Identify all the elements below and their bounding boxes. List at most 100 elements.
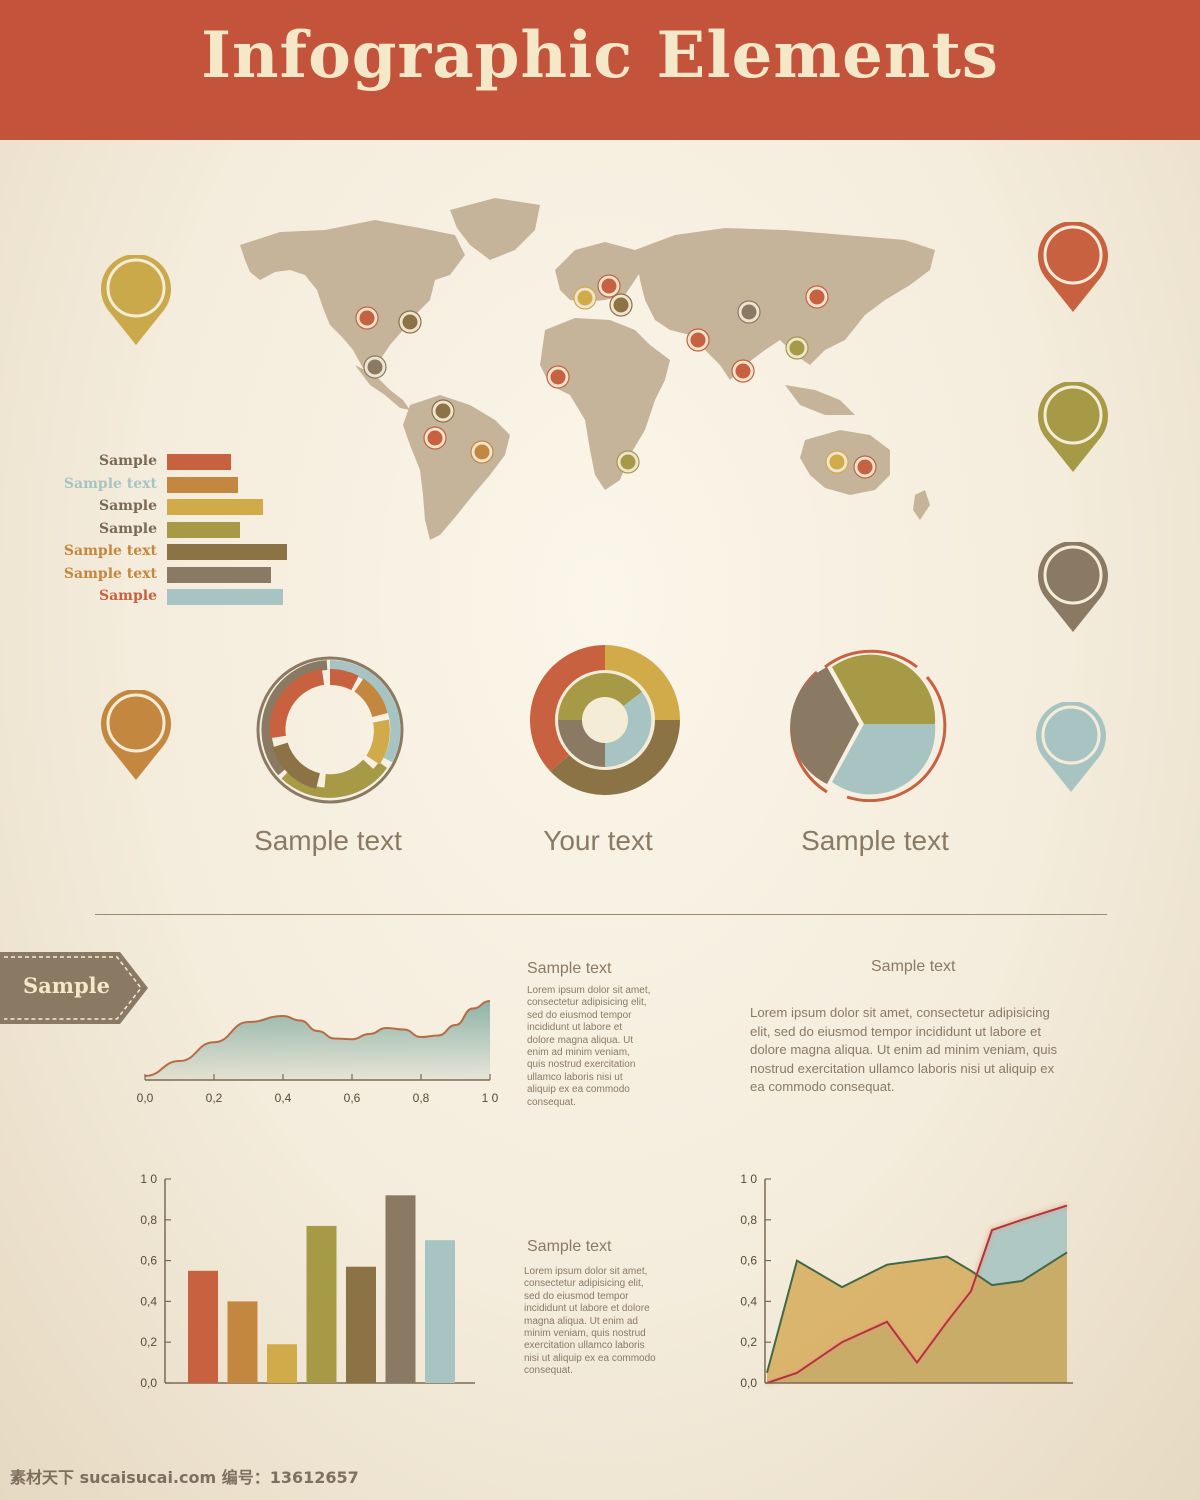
- y-tick-label: 0,8: [140, 1213, 157, 1227]
- x-tick-label: 1 0: [482, 1091, 499, 1105]
- hbar-bar: [167, 544, 287, 560]
- y-tick-label: 1 0: [740, 1172, 757, 1186]
- divider: [95, 914, 1107, 915]
- hbar-bar: [167, 521, 241, 538]
- y-tick-label: 0,0: [140, 1376, 157, 1390]
- circle-caption-3: Sample text: [801, 825, 949, 856]
- x-tick-label: 0,2: [206, 1091, 223, 1105]
- map-north-america: [240, 220, 465, 375]
- vertical-bar-chart: 1 0 0,8 0,6 0,4 0,2 0,0: [140, 1172, 475, 1390]
- bar: [306, 1225, 337, 1383]
- y-tick-label: 0,2: [140, 1335, 157, 1349]
- hbar-bar: [167, 454, 231, 470]
- bar: [346, 1266, 376, 1383]
- pin-icon: [101, 690, 171, 780]
- hbar-label: Sample text: [63, 475, 157, 492]
- map-location-marker: [805, 285, 829, 309]
- map-location-marker: [573, 286, 597, 310]
- y-tick-label: 0,6: [740, 1254, 757, 1268]
- map-location-marker: [616, 450, 640, 474]
- map-se-asia: [785, 385, 855, 415]
- hbar-label: Sample: [98, 520, 157, 537]
- pin-icon: [1038, 542, 1108, 632]
- watermark: 素材天下 sucaisucai.com 编号：13612657: [10, 1468, 359, 1487]
- y-tick-label: 1 0: [140, 1172, 157, 1186]
- header-banner: [0, 0, 1200, 140]
- sample-tag: [0, 952, 148, 1024]
- line-series-1: [766, 1251, 1068, 1374]
- bar: [425, 1240, 455, 1383]
- hbar-bar: [167, 476, 238, 493]
- line-series-2: [766, 1204, 1068, 1384]
- pin-icon: [1038, 382, 1108, 472]
- map-location-marker: [825, 450, 849, 474]
- circle-caption-2: Your text: [543, 825, 653, 856]
- y-tick-label: 0,6: [140, 1254, 157, 1268]
- area-series-1: [767, 1252, 1067, 1383]
- exploded-pie-chart: [790, 649, 947, 802]
- pin-icon: [1036, 702, 1106, 792]
- pin-icon: [1038, 222, 1108, 312]
- ring-chart-segmented: [256, 656, 404, 804]
- pin-icon: [101, 255, 171, 345]
- map-location-marker: [431, 399, 455, 423]
- x-tick-label: 0,4: [275, 1091, 292, 1105]
- header-zigzag: [0, 118, 1200, 140]
- text-block-3-title: Sample text: [527, 1238, 612, 1255]
- hbar-label: Sample text: [63, 543, 157, 559]
- page-title: Infographic Elements: [201, 18, 999, 93]
- sample-tag-label: Sample: [22, 973, 110, 998]
- hbar-bar: [167, 499, 263, 515]
- map-location-marker: [355, 306, 379, 330]
- map-asia: [635, 228, 935, 380]
- map-location-marker: [853, 455, 877, 479]
- y-tick-label: 0,8: [740, 1213, 757, 1227]
- hbar-label: Sample: [98, 453, 157, 469]
- hbar-label: Sample: [98, 588, 157, 604]
- y-tick-label: 0,4: [140, 1294, 157, 1308]
- x-tick-label: 0,0: [137, 1091, 154, 1105]
- hbar-bar: [167, 566, 272, 583]
- map-new-zealand: [913, 490, 930, 520]
- y-tick-label: 0,2: [740, 1335, 757, 1349]
- world-map: [240, 198, 935, 540]
- text-block-2-title: Sample text: [871, 958, 956, 975]
- text-block-2-body: Lorem ipsum dolor sit amet, consectetur …: [750, 1005, 1058, 1094]
- hbar-label: Sample text: [63, 565, 157, 582]
- map-location-marker: [785, 336, 809, 360]
- area-line-chart: 1 0 0,8 0,6 0,4 0,2 0,0: [740, 1172, 1073, 1390]
- hbar-label: Sample: [98, 498, 157, 514]
- map-africa: [540, 318, 670, 490]
- map-location-marker: [686, 328, 710, 352]
- hbar-bar: [167, 589, 284, 605]
- map-south-america: [403, 395, 510, 540]
- map-location-marker: [423, 426, 447, 450]
- map-location-marker: [737, 300, 761, 324]
- y-tick-label: 0,0: [740, 1376, 757, 1390]
- bar: [267, 1344, 297, 1383]
- bar: [385, 1195, 416, 1383]
- text-block-1-title: Sample text: [527, 960, 612, 977]
- map-location-marker: [546, 365, 570, 389]
- map-greenland: [450, 198, 540, 260]
- bar: [227, 1301, 258, 1383]
- wave-area-chart: 0,0 0,2 0,4 0,6 0,8 1 0: [137, 1000, 499, 1105]
- donut-chart: [530, 645, 680, 795]
- map-location-marker: [470, 440, 494, 464]
- x-tick-label: 0,8: [413, 1091, 430, 1105]
- map-location-marker: [597, 274, 621, 298]
- wave-area: [145, 1001, 490, 1080]
- text-block-3-body: Lorem ipsum dolor sit amet, consectetur …: [524, 1266, 656, 1377]
- x-tick-label: 0,6: [344, 1091, 361, 1105]
- map-europe: [555, 242, 645, 302]
- map-location-marker: [609, 293, 633, 317]
- text-block-1-body: Lorem ipsum dolor sit amet, consectetur …: [527, 985, 651, 1108]
- circle-caption-1: Sample text: [254, 825, 402, 856]
- y-tick-label: 0,4: [740, 1294, 757, 1308]
- map-location-marker: [363, 355, 387, 379]
- map-location-marker: [731, 359, 755, 383]
- horizontal-bar-chart: Sample Sample text Sample Sample Sample text…: [0, 452, 300, 612]
- bar: [188, 1270, 218, 1383]
- map-location-marker: [398, 310, 422, 334]
- wave-line: [144, 1000, 491, 1077]
